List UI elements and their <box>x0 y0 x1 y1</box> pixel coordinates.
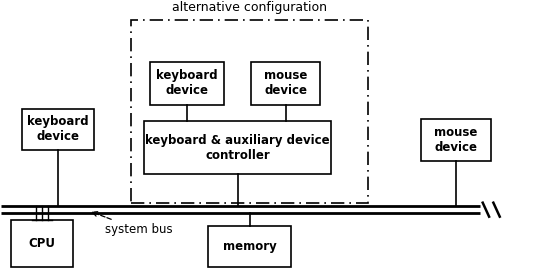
Bar <box>208 225 291 267</box>
Bar <box>145 121 331 174</box>
Text: keyboard & auxiliary device
controller: keyboard & auxiliary device controller <box>145 134 330 162</box>
Text: keyboard
device: keyboard device <box>27 115 89 143</box>
Bar <box>22 109 94 150</box>
Text: memory: memory <box>223 240 277 253</box>
Text: mouse
device: mouse device <box>434 126 478 154</box>
Bar <box>150 62 224 104</box>
Text: CPU: CPU <box>28 237 56 250</box>
Bar <box>131 20 368 203</box>
Bar <box>251 62 320 104</box>
Text: mouse
device: mouse device <box>264 69 308 97</box>
Bar <box>11 220 73 267</box>
Text: alternative configuration: alternative configuration <box>172 1 327 15</box>
Text: system bus: system bus <box>92 212 172 236</box>
Text: keyboard
device: keyboard device <box>156 69 218 97</box>
Bar <box>421 119 491 161</box>
